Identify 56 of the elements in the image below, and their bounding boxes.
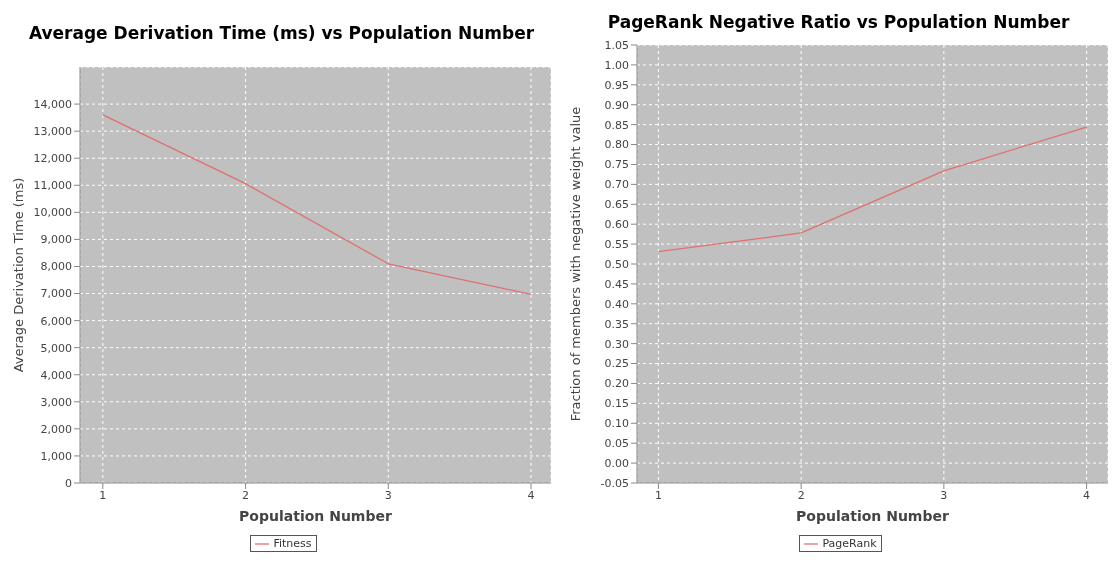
- y-tick-label: 0.65: [604, 198, 629, 212]
- legend-label: PageRank: [822, 537, 877, 550]
- x-tick-label: 1: [654, 488, 662, 502]
- y-tick-label: 14,000: [33, 97, 72, 111]
- y-tick-label: 0.45: [604, 277, 629, 291]
- y-tick-label: 0.15: [604, 397, 629, 411]
- y-tick-label: 0.70: [604, 178, 629, 192]
- x-axis-title: Population Number: [796, 508, 949, 524]
- y-tick-label: 12,000: [33, 152, 72, 166]
- y-tick-label: 0.90: [604, 98, 629, 112]
- y-tick-label: 0.50: [604, 257, 629, 271]
- x-tick-label: 1: [99, 488, 107, 502]
- y-tick-label: 1,000: [40, 449, 72, 463]
- x-tick-label: 3: [384, 488, 392, 502]
- legend-label: Fitness: [273, 537, 312, 550]
- y-axis-title: Fraction of members with negative weight value: [567, 106, 583, 422]
- y-tick-label: 4,000: [40, 368, 72, 382]
- y-tick-label: 10,000: [33, 206, 72, 220]
- line-series: [102, 114, 532, 295]
- y-tick-label: 0.25: [604, 357, 629, 371]
- y-tick-label: 0.05: [604, 437, 629, 451]
- y-tick-label: 1.05: [604, 38, 629, 52]
- y-tick-label: -0.05: [600, 476, 629, 490]
- y-tick-label: 3,000: [40, 395, 72, 409]
- y-tick-label: 2,000: [40, 422, 72, 436]
- y-tick-label: 0.95: [604, 78, 629, 92]
- y-tick-label: 0.40: [604, 297, 629, 311]
- y-tick-label: 9,000: [40, 233, 72, 247]
- chart-title: Average Derivation Time (ms) vs Population Number: [27, 21, 536, 45]
- x-tick-label: 2: [242, 488, 250, 502]
- y-tick-label: 0.00: [604, 457, 629, 470]
- y-tick-label: 5,000: [40, 341, 72, 355]
- y-tick-label: 0.35: [604, 317, 629, 331]
- y-axis-title: Average Derivation Time (ms): [10, 177, 26, 373]
- x-tick-label: 4: [527, 488, 535, 502]
- y-tick-label: 0: [65, 476, 72, 490]
- y-tick-label: 13,000: [33, 125, 72, 139]
- chart-title: PageRank Negative Ratio vs Population Number: [606, 10, 1071, 34]
- y-tick-label: 0.10: [604, 417, 629, 431]
- y-tick-label: 0.75: [604, 158, 629, 172]
- y-tick-label: 7,000: [40, 287, 72, 301]
- y-tick-label: 0.85: [604, 118, 629, 132]
- x-tick-label: 4: [1083, 488, 1091, 502]
- y-tick-label: 0.30: [604, 337, 629, 351]
- x-tick-label: 2: [797, 488, 805, 502]
- y-tick-label: 6,000: [40, 314, 72, 328]
- y-tick-label: 0.60: [604, 218, 629, 232]
- y-tick-label: 1.00: [604, 58, 629, 72]
- y-tick-label: 0.80: [604, 138, 629, 152]
- y-tick-label: 0.20: [604, 377, 629, 391]
- x-tick-label: 3: [940, 488, 948, 502]
- y-tick-label: 11,000: [33, 179, 72, 193]
- line-series: [657, 126, 1088, 253]
- y-tick-label: 8,000: [40, 260, 72, 274]
- y-tick-label: 0.55: [604, 238, 629, 251]
- x-axis-title: Population Number: [239, 508, 392, 524]
